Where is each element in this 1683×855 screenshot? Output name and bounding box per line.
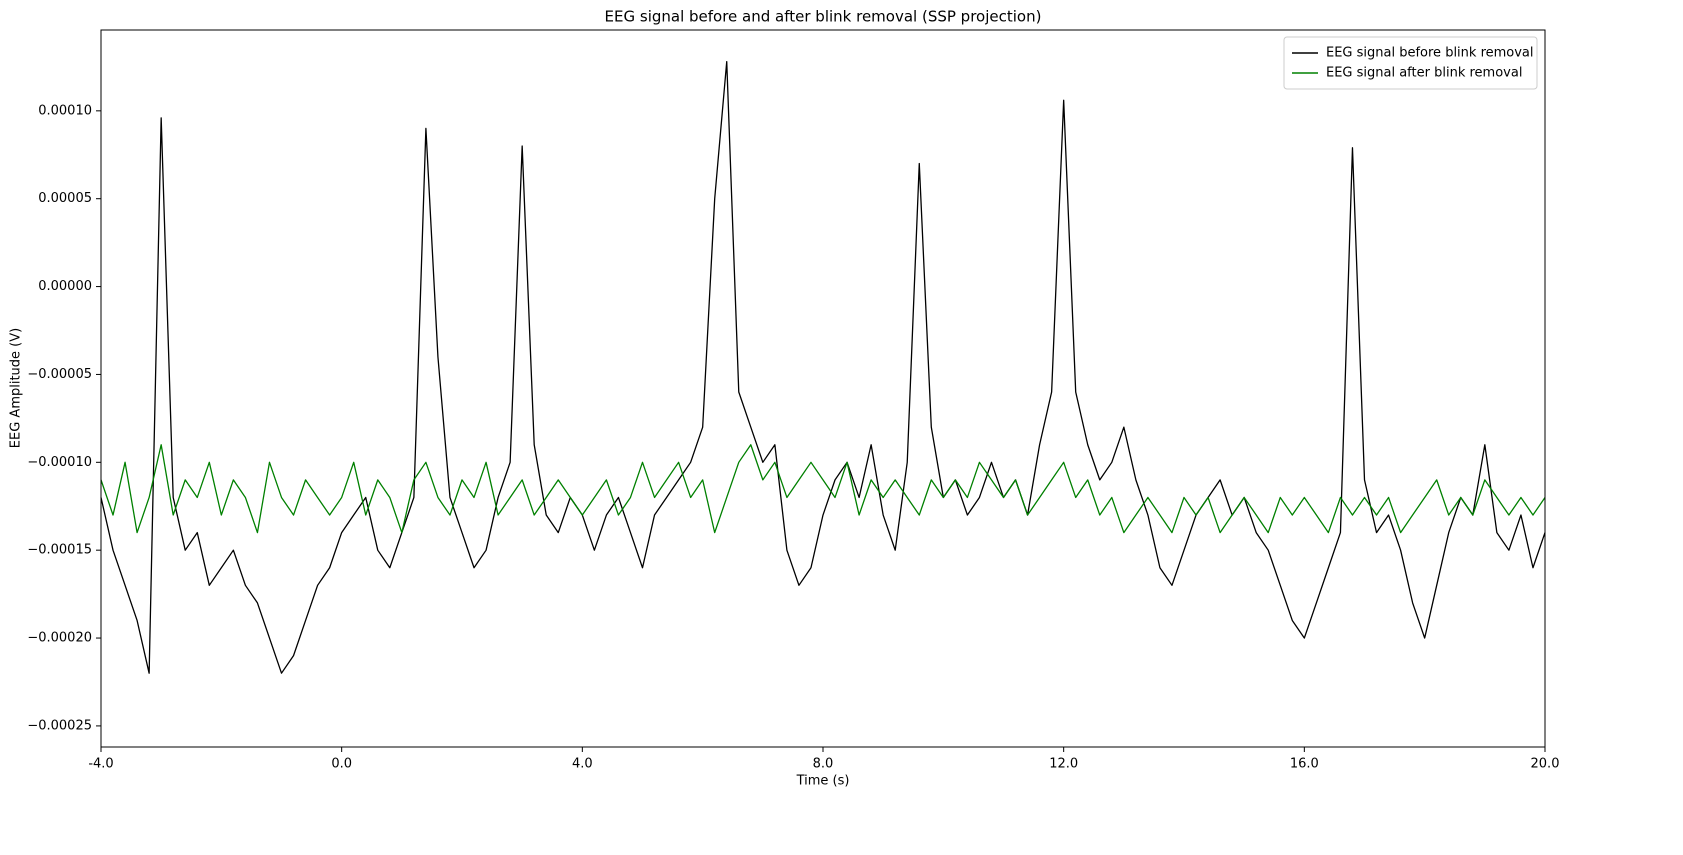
x-axis-label: Time (s) <box>796 774 850 789</box>
y-tick-label: −0.00010 <box>27 455 92 470</box>
legend-box <box>1283 36 1538 90</box>
y-tick-label: 0.00005 <box>38 191 92 206</box>
x-tick-label: -4.0 <box>88 757 113 772</box>
x-tick-label: 0.0 <box>331 757 352 772</box>
x-tick-label: 20.0 <box>1531 757 1560 772</box>
y-axis-label: EEG Amplitude (V) <box>9 328 24 448</box>
plot-frame <box>100 29 1546 748</box>
y-tick-label: −0.00025 <box>27 718 92 733</box>
chart-title: EEG signal before and after blink remova… <box>605 8 1042 26</box>
y-tick-label: −0.00005 <box>27 367 92 382</box>
x-tick-label: 12.0 <box>1049 757 1078 772</box>
legend-label: EEG signal after blink removal <box>1326 66 1522 81</box>
y-tick-label: 0.00000 <box>38 279 92 294</box>
y-tick-label: −0.00020 <box>27 631 92 646</box>
line-series <box>100 60 1546 674</box>
x-tick-label: 16.0 <box>1290 757 1319 772</box>
x-tick-label: 4.0 <box>572 757 593 772</box>
y-tick-label: −0.00015 <box>27 543 92 558</box>
y-tick-label: 0.00010 <box>38 103 92 118</box>
line-series <box>100 444 1546 534</box>
legend-label: EEG signal before blink removal <box>1326 46 1534 61</box>
x-tick-label: 8.0 <box>813 757 834 772</box>
